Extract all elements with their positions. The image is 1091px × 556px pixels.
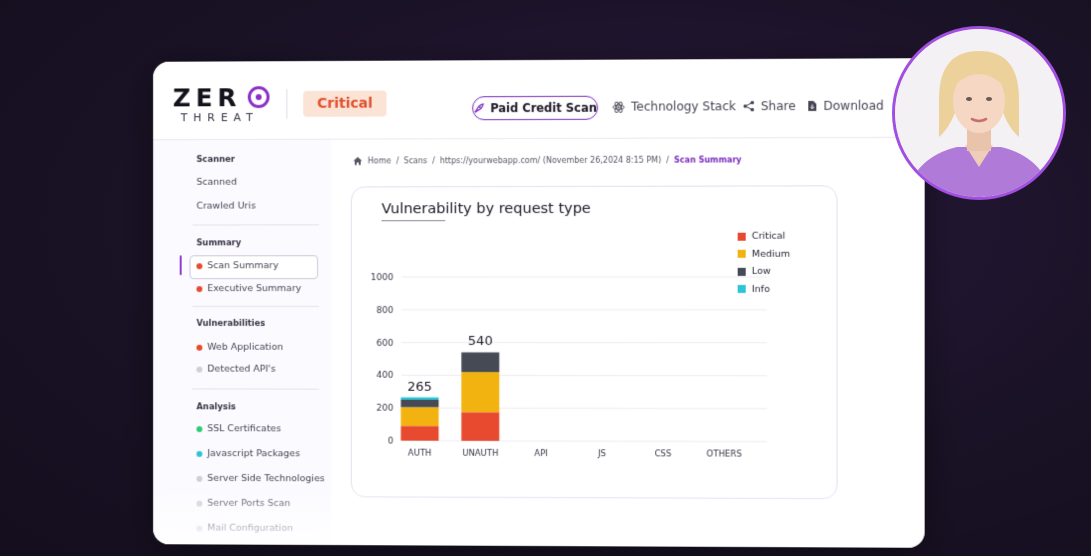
breadcrumb-target[interactable]: https://yourwebapp.com/ (November 26,202… <box>440 156 661 166</box>
y-tick-label: 800 <box>376 306 393 316</box>
paid-credit-scan-label: Paid Credit Scan <box>490 101 597 115</box>
sidebar-divider <box>193 306 320 307</box>
bar-segment-info <box>401 397 439 400</box>
sidebar-item-label: Server Ports Scan <box>207 498 290 509</box>
app-window: ZER THREAT Critical Paid Credit Scan Tec… <box>153 58 925 548</box>
sidebar-item-ssl-certificates[interactable]: SSL Certificates <box>196 423 281 434</box>
home-icon[interactable] <box>353 156 363 165</box>
sidebar-item-label: Scanned <box>196 177 236 188</box>
sidebar-item-scan-summary[interactable]: Scan Summary <box>196 260 278 271</box>
grid-line <box>401 375 766 376</box>
presenter-webcam <box>892 26 1066 200</box>
paid-credit-scan-button[interactable]: Paid Credit Scan <box>472 96 598 120</box>
sidebar-heading-scanner: Scanner <box>196 155 234 165</box>
sidebar-item-label: Executive Summary <box>207 283 301 294</box>
sidebar-item-server-ports-scan[interactable]: Server Ports Scan <box>196 498 290 509</box>
sidebar-item-label: Server Side Technologies <box>207 473 324 484</box>
bar-segment-medium <box>401 407 439 426</box>
breadcrumb-separator: / <box>432 156 435 165</box>
chart-card: Vulnerability by request type Critical M… <box>351 185 838 499</box>
active-indicator <box>180 255 182 275</box>
sidebar-item-detected-apis[interactable]: Detected API's <box>196 364 275 375</box>
breadcrumb: Home / Scans / https://yourwebapp.com/ (… <box>353 155 742 165</box>
bar-segment-low <box>461 352 499 372</box>
presenter-portrait <box>895 29 1063 197</box>
y-tick-label: 0 <box>388 437 394 447</box>
bar-total-label: 265 <box>407 379 432 394</box>
x-tick-label: CSS <box>655 448 672 458</box>
bar-total-label: 540 <box>468 334 493 349</box>
sidebar-item-mail-configuration[interactable]: Mail Configuration <box>196 523 293 534</box>
download-label: Download <box>823 99 883 113</box>
status-dot-red <box>196 263 202 269</box>
logo-wordmark: ZER <box>173 83 242 112</box>
sidebar-item-label: Javascript Packages <box>207 448 300 459</box>
status-dot-teal <box>196 451 202 457</box>
sidebar-item-web-application[interactable]: Web Application <box>196 342 283 353</box>
sidebar-item-executive-summary[interactable]: Executive Summary <box>196 283 301 294</box>
sidebar-heading-vulnerabilities: Vulnerabilities <box>196 319 265 329</box>
bar-segment-medium <box>461 372 499 412</box>
sidebar-item-label: Mail Configuration <box>207 523 293 534</box>
bar-segment-low <box>401 400 439 407</box>
status-dot-red <box>196 344 202 350</box>
y-tick-label: 600 <box>376 338 393 348</box>
y-tick-label: 200 <box>376 404 393 414</box>
status-dot-gray <box>196 366 202 372</box>
sidebar-item-label: Detected API's <box>207 364 275 375</box>
x-tick-label: AUTH <box>408 448 431 458</box>
grid-line <box>401 408 766 409</box>
download-button[interactable]: Download <box>807 99 884 113</box>
sidebar-item-scanned[interactable]: Scanned <box>196 177 236 188</box>
breadcrumb-home[interactable]: Home <box>368 156 391 165</box>
sidebar-item-javascript-packages[interactable]: Javascript Packages <box>196 448 300 459</box>
sidebar-item-label: Scan Summary <box>207 260 278 271</box>
breadcrumb-separator: / <box>396 156 399 165</box>
y-tick-label: 1000 <box>371 273 394 283</box>
sidebar-item-crawled-uris[interactable]: Crawled Uris <box>196 201 255 212</box>
sidebar: Scanner Scanned Crawled Uris Summary Sca… <box>153 140 331 545</box>
technology-stack-label: Technology Stack <box>631 99 736 113</box>
x-tick-label: API <box>534 448 547 458</box>
bar-segment-critical <box>401 426 439 441</box>
grid-line <box>401 441 766 442</box>
zerothreat-logo[interactable]: ZER THREAT <box>173 83 272 123</box>
share-label: Share <box>761 99 796 113</box>
severity-badge: Critical <box>303 91 386 117</box>
sidebar-divider <box>193 224 320 225</box>
breadcrumb-separator: / <box>666 156 669 165</box>
rocket-icon <box>473 103 484 114</box>
status-dot-gray <box>196 475 202 481</box>
status-dot-green <box>196 426 202 432</box>
x-tick-label: OTHERS <box>707 448 742 458</box>
sidebar-heading-summary: Summary <box>196 238 241 248</box>
status-dot-gray <box>196 525 202 531</box>
share-button[interactable]: Share <box>743 99 796 113</box>
status-dot-gray <box>196 500 202 506</box>
technology-stack-button[interactable]: Technology Stack <box>612 99 736 114</box>
sidebar-item-server-side-technologies[interactable]: Server Side Technologies <box>196 473 324 484</box>
sidebar-item-label: Crawled Uris <box>196 201 255 212</box>
sidebar-heading-analysis: Analysis <box>196 402 235 412</box>
logo-subtitle: THREAT <box>181 111 259 124</box>
share-icon <box>743 100 755 112</box>
x-tick-label: UNAUTH <box>462 448 498 458</box>
sidebar-divider <box>193 388 320 389</box>
atom-icon <box>612 100 625 113</box>
x-tick-label: JS <box>597 448 606 458</box>
status-dot-red <box>196 286 202 292</box>
header-divider <box>286 89 287 119</box>
breadcrumb-current: Scan Summary <box>674 155 741 164</box>
top-bar: ZER THREAT Critical Paid Credit Scan Tec… <box>153 58 925 140</box>
logo-o-ring <box>248 86 270 108</box>
breadcrumb-scans[interactable]: Scans <box>404 156 428 165</box>
download-file-icon <box>807 100 817 112</box>
y-tick-label: 400 <box>376 371 393 381</box>
stacked-bar-chart: 0 200 400 600 800 1000 AUTH 265 UNAUTH 540 API JS CS… <box>352 186 837 498</box>
sidebar-item-label: Web Application <box>207 342 283 353</box>
sidebar-item-label: SSL Certificates <box>207 423 281 434</box>
bar-segment-critical <box>461 412 499 441</box>
